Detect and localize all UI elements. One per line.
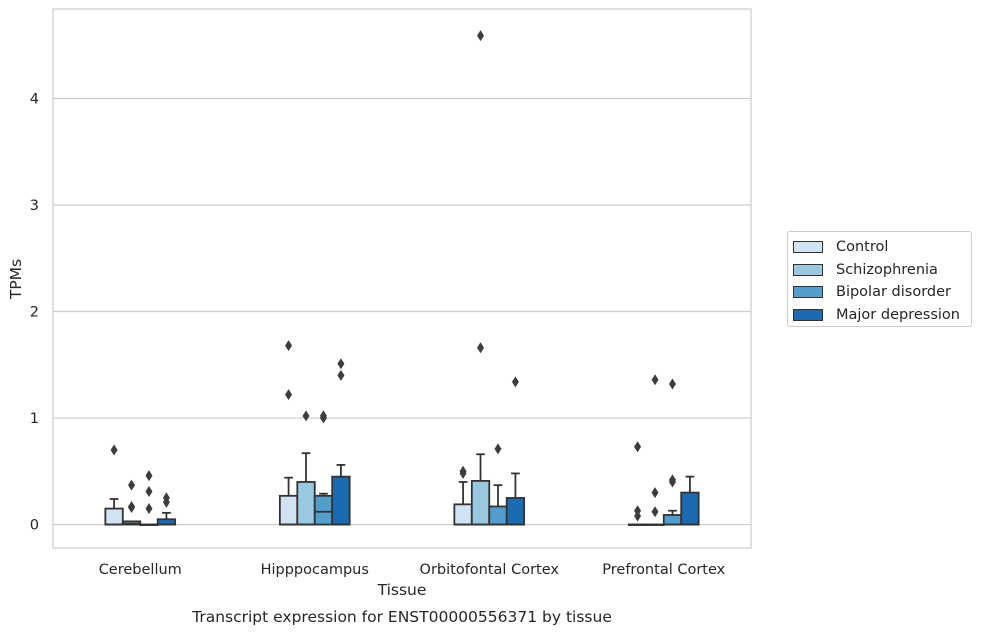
outlier-point — [145, 470, 153, 482]
outlier-point — [337, 369, 345, 381]
box-group — [453, 465, 473, 526]
legend-swatch-control — [793, 241, 823, 254]
box-group — [470, 30, 491, 526]
y-axis-label: TPMs — [7, 259, 25, 300]
legend-entry: Major depression — [793, 304, 971, 327]
box — [470, 479, 491, 526]
box-group — [313, 410, 334, 526]
box — [505, 497, 526, 526]
outlier-point — [668, 378, 676, 390]
outlier-point — [128, 500, 136, 512]
legend-swatch-schizophrenia — [793, 263, 823, 276]
legend: Control Schizophrenia Bipolar disorder M… — [787, 231, 972, 327]
legend-swatch-bipolar-disorder — [793, 286, 823, 299]
box-group — [156, 492, 177, 526]
x-axis-label: Tissue — [377, 581, 427, 599]
box-plot-series — [104, 30, 700, 526]
outlier-point — [128, 479, 136, 491]
y-axis-ticks: 0 1 2 3 4 — [30, 91, 39, 533]
box — [453, 503, 473, 526]
box-group — [505, 376, 526, 526]
outlier-point — [477, 342, 485, 354]
outlier-point — [285, 389, 293, 401]
y-tick-label: 3 — [30, 198, 39, 214]
y-tick-label: 1 — [30, 411, 39, 427]
x-tick-label: Hipppocampus — [261, 562, 369, 578]
outlier-point — [145, 486, 153, 498]
box — [488, 505, 508, 526]
gridlines — [53, 97, 751, 526]
y-tick-label: 2 — [30, 305, 39, 321]
box — [680, 491, 700, 526]
box — [296, 481, 316, 526]
legend-label-schizophrenia: Schizophrenia — [836, 261, 938, 278]
box-group — [488, 443, 508, 526]
box-group — [139, 470, 159, 526]
outlier-point — [651, 374, 659, 386]
x-axis-ticks: Cerebellum Hipppocampus Orbitofontal Corte… — [99, 562, 726, 578]
outlier-point — [162, 492, 170, 504]
legend-label-control: Control — [836, 239, 889, 256]
plot-area-frame — [52, 8, 752, 549]
box-group — [296, 410, 316, 526]
box-group — [104, 444, 124, 526]
box-group — [121, 479, 142, 526]
box-group — [331, 358, 351, 526]
outlier-point — [634, 505, 642, 517]
legend-entry: Bipolar disorder — [793, 281, 971, 304]
x-tick-label: Cerebellum — [99, 562, 182, 578]
legend-label-major-depression: Major depression — [836, 306, 960, 323]
outlier-point — [651, 487, 659, 499]
outlier-point — [285, 340, 293, 352]
outlier-point — [668, 474, 676, 486]
legend-label-bipolar-disorder: Bipolar disorder — [836, 284, 951, 301]
outlier-point — [651, 506, 659, 518]
y-tick-label: 0 — [30, 518, 39, 534]
box — [278, 494, 299, 526]
box-group — [662, 378, 683, 526]
box — [662, 514, 683, 526]
x-tick-label: Prefrontal Cortex — [602, 562, 725, 578]
outlier-point — [145, 503, 153, 515]
box — [331, 475, 351, 526]
outlier-point — [511, 376, 519, 388]
outlier-point — [634, 441, 642, 453]
outlier-point — [302, 410, 310, 422]
x-tick-label: Orbitofontal Cortex — [420, 562, 560, 578]
chart-caption: Transcript expression for ENST0000055637… — [191, 608, 612, 626]
outlier-point — [477, 30, 485, 42]
box-group — [680, 475, 700, 526]
box-group — [627, 441, 648, 526]
legend-swatch-major-depression — [793, 308, 823, 321]
legend-entry: Control — [793, 236, 971, 259]
box-group — [645, 374, 665, 526]
outlier-point — [494, 443, 502, 455]
legend-entry: Schizophrenia — [793, 259, 971, 282]
box-group — [278, 340, 299, 526]
outlier-point — [337, 358, 345, 370]
box — [313, 494, 334, 526]
outlier-point — [459, 465, 467, 477]
outlier-point — [110, 444, 118, 456]
outlier-point — [319, 410, 327, 422]
box — [104, 507, 124, 526]
y-tick-label: 4 — [30, 91, 39, 107]
